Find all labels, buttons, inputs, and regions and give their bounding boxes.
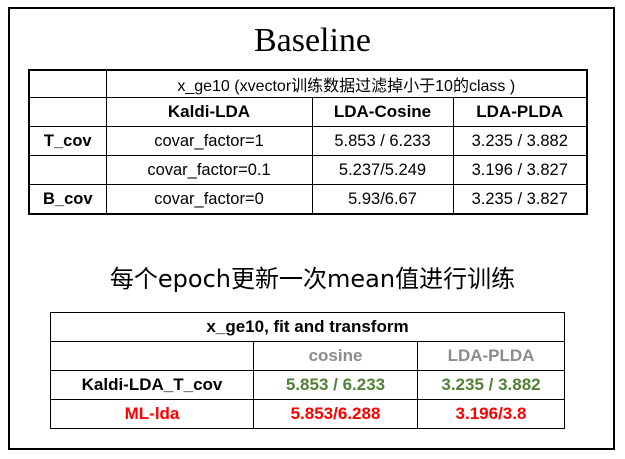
plda-cell: 3.196/3.8 xyxy=(416,399,566,429)
fit-transform-table: x_ge10, fit and transform cosine LDA-PLD… xyxy=(49,312,566,429)
baseline-table: x_ge10 (xvector训练数据过滤掉小于10的class ) Kaldi… xyxy=(28,69,588,215)
cosine-cell: 5.237/5.249 xyxy=(311,155,454,185)
config-cell: covar_factor=0.1 xyxy=(105,155,313,185)
plda-cell: 3.235 / 3.882 xyxy=(452,126,588,156)
cosine-cell: 5.853 / 6.233 xyxy=(253,370,418,400)
column-header-lda-cosine: LDA-Cosine xyxy=(311,97,454,127)
slide-frame xyxy=(8,7,615,450)
column-header-lda-plda: LDA-PLDA xyxy=(416,341,566,371)
column-header-cosine: cosine xyxy=(253,341,418,371)
column-header-kaldi-lda: Kaldi-LDA xyxy=(105,97,313,127)
table-row: B_cov covar_factor=0 5.93/6.67 3.235 / 3… xyxy=(28,184,588,215)
table-caption: x_ge10, fit and transform xyxy=(49,312,566,342)
section-heading: 每个epoch更新一次mean值进行训练 xyxy=(109,265,516,293)
column-header-lda-plda: LDA-PLDA xyxy=(452,97,588,127)
table-caption: x_ge10 (xvector训练数据过滤掉小于10的class ) xyxy=(105,69,588,98)
table-row: covar_factor=0.1 5.237/5.249 3.196 / 3.8… xyxy=(28,155,588,185)
table-cell xyxy=(50,341,254,371)
table-header-row: Kaldi-LDA LDA-Cosine LDA-PLDA xyxy=(28,97,588,127)
row-label-t-cov: T_cov xyxy=(28,126,107,156)
row-label-ml-lda: ML-lda xyxy=(50,399,254,429)
table-row: ML-lda 5.853/6.288 3.196/3.8 xyxy=(50,399,566,429)
slide-title: Baseline xyxy=(253,22,372,59)
table-cell xyxy=(28,97,107,127)
config-cell: covar_factor=1 xyxy=(105,126,313,156)
config-cell: covar_factor=0 xyxy=(105,184,313,215)
table-row: T_cov covar_factor=1 5.853 / 6.233 3.235… xyxy=(28,126,588,156)
table-cell xyxy=(28,69,107,98)
table-row: x_ge10 (xvector训练数据过滤掉小于10的class ) xyxy=(28,69,588,98)
plda-cell: 3.235 / 3.882 xyxy=(416,370,566,400)
plda-cell: 3.196 / 3.827 xyxy=(452,155,588,185)
table-header-row: cosine LDA-PLDA xyxy=(50,341,566,371)
cosine-cell: 5.853/6.288 xyxy=(253,399,418,429)
cosine-cell: 5.853 / 6.233 xyxy=(311,126,454,156)
table-row: x_ge10, fit and transform xyxy=(49,312,566,342)
table-row: Kaldi-LDA_T_cov 5.853 / 6.233 3.235 / 3.… xyxy=(50,370,566,400)
row-label-empty xyxy=(28,155,107,185)
cosine-cell: 5.93/6.67 xyxy=(311,184,454,215)
row-label-kaldi-lda-t-cov: Kaldi-LDA_T_cov xyxy=(50,370,254,400)
plda-cell: 3.235 / 3.827 xyxy=(452,184,588,215)
row-label-b-cov: B_cov xyxy=(28,184,107,215)
